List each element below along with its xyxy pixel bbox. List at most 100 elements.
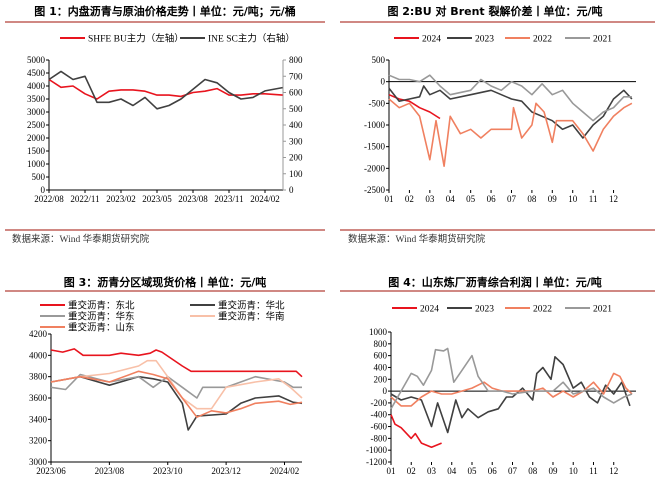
x-tick-label: 03 [427,466,437,476]
y-tick-label: 500 [372,55,386,65]
chart-2-plot: -2500 -2000 -1500 -1000 -500 0 500 01 02 03 04 05 06… [364,35,636,204]
series-line-重交沥青：华北 [50,375,303,431]
x-tick-label: 2023/05 [142,194,172,204]
y-tick-label: 3600 [29,393,48,403]
y-right-tick-label: 300 [289,136,303,146]
x-tick-label: 11 [589,466,598,476]
legend-item: 2021 [565,35,612,45]
y-tick-label: -200 [371,398,388,408]
legend-item: 重交沥青：华东 [40,311,135,323]
x-tick-label: 01 [385,194,394,204]
x-tick-label: 2023/10 [153,466,183,476]
chart-2-source: 数据来源：Wind 华泰期货研究院 [348,233,486,245]
x-tick-label: 04 [446,194,456,204]
series-line-2022 [390,372,633,407]
series-line-2021 [388,74,632,122]
chart-1-source: 数据来源：Wind 华泰期货研究院 [12,233,150,245]
x-tick-label: 2023/02 [106,194,136,204]
y-tick-label: 4500 [27,68,46,78]
y-tick-label: -1000 [366,445,387,455]
legend-label: 重交沥青：华南 [218,311,285,323]
y-right-tick-label: 500 [289,104,303,114]
y-tick-label: -1000 [364,120,385,130]
x-tick-label: 2023/11 [214,194,243,204]
x-tick-label: 12 [609,194,618,204]
y-tick-label: 200 [374,374,388,384]
x-tick-label: 07 [507,194,517,204]
legend-label: 2022 [533,35,552,45]
series-line-2022 [388,98,633,167]
y-tick-label: 1000 [27,159,46,169]
x-tick-label: 10 [569,466,579,476]
series-line-重交沥青：东北 [50,348,303,378]
y-right-tick-label: 600 [289,88,303,98]
x-tick-label: 03 [425,194,435,204]
legend-item: 2022 [505,35,552,45]
x-tick-label: 2024/02 [250,194,280,204]
y-tick-label: 5000 [27,55,46,65]
x-tick-label: 01 [387,466,396,476]
y-tick-label: -600 [371,422,388,432]
x-tick-label: 04 [447,466,457,476]
y-right-tick-label: 400 [289,120,303,130]
x-tick-label: 08 [527,194,537,204]
y-tick-label: 0 [383,386,388,396]
y-tick-label: 1000 [369,327,388,337]
legend-item: 2024 [392,305,439,315]
x-tick-label: 07 [508,466,518,476]
legend-item: 重交沥青：华北 [190,300,285,312]
y-tick-label: 4000 [27,81,46,91]
y-right-tick-label: 700 [289,71,303,81]
x-tick-label: 06 [487,194,497,204]
y-tick-label: -1200 [366,457,387,467]
legend-item: 2024 [394,35,441,45]
x-tick-label: 09 [548,466,558,476]
y-tick-label: 3000 [27,107,46,117]
y-tick-label: 800 [374,339,388,349]
legend-item: 重交沥青：华南 [190,311,285,323]
y-tick-label: 500 [32,172,46,182]
x-tick-label: 05 [467,466,477,476]
y-tick-label: 4000 [29,350,48,360]
legend-label: 2024 [422,35,441,45]
x-tick-label: 10 [568,194,578,204]
legend-item: 重交沥青：东北 [40,300,135,312]
legend-label: 重交沥青：华北 [218,300,285,312]
y-right-tick-label: 800 [289,55,303,65]
chart-3-plot: 3000 3200 3400 3600 3800 4000 4200 2023/06 2023/… [29,300,303,476]
legend-label: 2023 [475,35,494,45]
chart-1-plot: 0500100015002000250030003500400045005000… [27,33,303,205]
x-tick-label: 2024/02 [270,466,300,476]
chart-2-title: 图 2:BU 对 Brent 裂解价差丨单位：元/吨 [387,4,602,18]
series-line-2023 [388,85,633,139]
legend-label: 2024 [420,305,439,315]
chart-3: 图 3：沥青分区域现货价格丨单位：元/吨 [5,275,325,292]
y-right-tick-label: 0 [289,185,294,195]
chart-4-title: 图 4：山东炼厂沥青综合利润丨单位：元/吨 [388,275,602,289]
chart-4: 图 4：山东炼厂沥青综合利润丨单位：元/吨 [340,275,655,292]
x-tick-label: 2023/12 [211,466,241,476]
y-tick-label: -2000 [364,163,385,173]
y-tick-label: 2000 [27,133,46,143]
legend-label: INE SC主力（右轴） [208,33,295,45]
legend-label: 重交沥青：华东 [68,311,135,323]
series-line-重交沥青：山东 [50,370,303,419]
y-tick-label: 3400 [29,414,48,424]
y-right-tick-label: 200 [289,153,303,163]
legend-label: 2021 [593,305,612,315]
x-tick-label: 2023/06 [36,466,66,476]
y-tick-label: -1500 [364,142,385,152]
x-tick-label: 02 [405,194,414,204]
legend-item: 2023 [447,305,494,315]
legend-label: 重交沥青：山东 [68,322,135,334]
y-tick-label: 3500 [27,94,46,104]
series-line-INE SC主力（右轴） [48,70,283,110]
series-line-2024 [390,414,442,449]
y-tick-label: 400 [374,362,388,372]
y-tick-label: -2500 [364,185,385,195]
x-tick-label: 2023/08 [95,466,125,476]
x-tick-label: 05 [466,194,476,204]
y-tick-label: 3800 [29,372,48,382]
x-tick-label: 02 [407,466,416,476]
